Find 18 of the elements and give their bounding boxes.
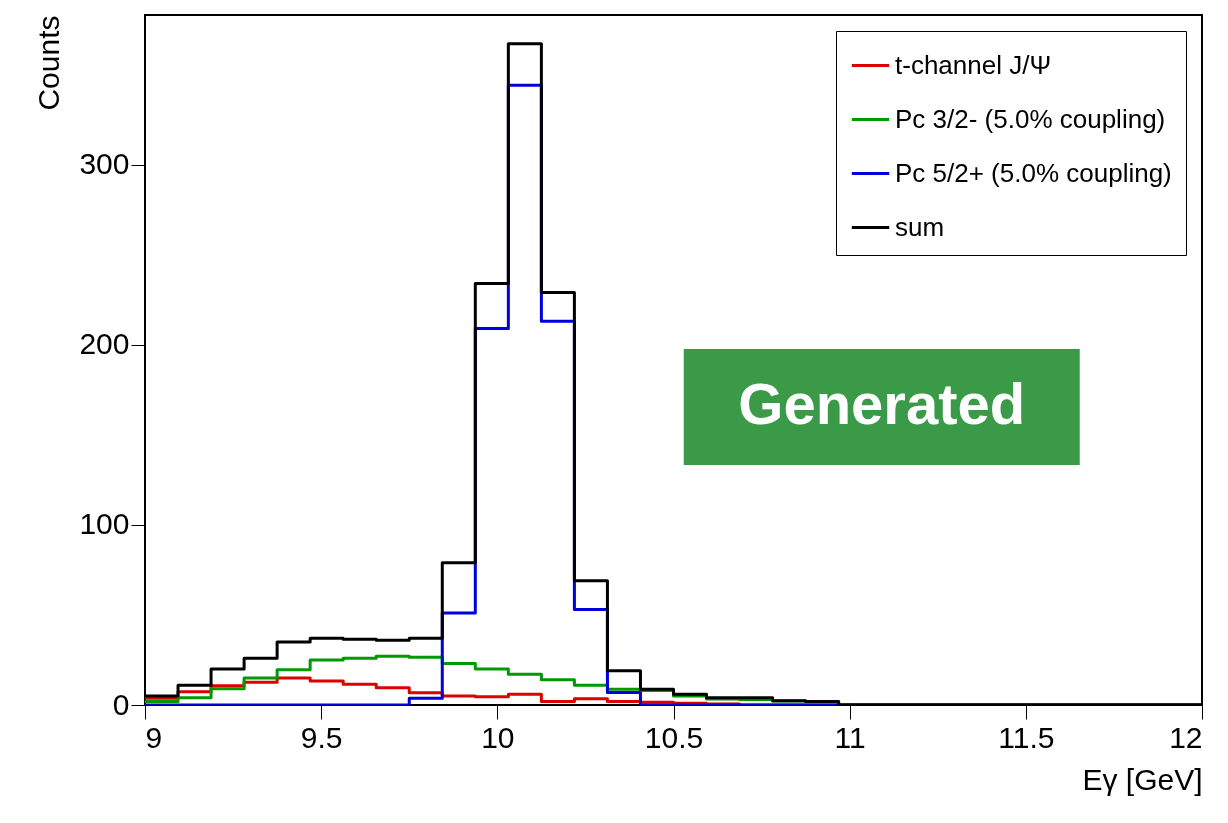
x-axis-title: Eγ [GeV] <box>1082 762 1203 796</box>
legend-label: Pc 3/2- (5.0% coupling) <box>895 103 1166 134</box>
x-tick-label: 10 <box>481 720 515 754</box>
y-tick-label: 300 <box>79 147 130 181</box>
x-tick-label: 10.5 <box>644 720 704 754</box>
y-tick-label: 0 <box>112 687 130 721</box>
annotation: Generated <box>738 370 1026 436</box>
legend-label: Pc 5/2+ (5.0% coupling) <box>895 157 1172 188</box>
x-tick-label: 11 <box>834 720 866 754</box>
x-tick-label: 11.5 <box>998 720 1055 754</box>
y-tick-label: 100 <box>79 507 130 541</box>
y-axis-title: Counts <box>32 15 66 111</box>
x-tick-label: 9 <box>145 720 163 754</box>
legend-label: sum <box>895 211 945 242</box>
x-tick-label: 12 <box>1169 720 1203 754</box>
legend-label: t-channel J/Ψ <box>895 49 1052 80</box>
y-tick-label: 200 <box>79 327 130 361</box>
x-tick-label: 9.5 <box>300 720 343 754</box>
